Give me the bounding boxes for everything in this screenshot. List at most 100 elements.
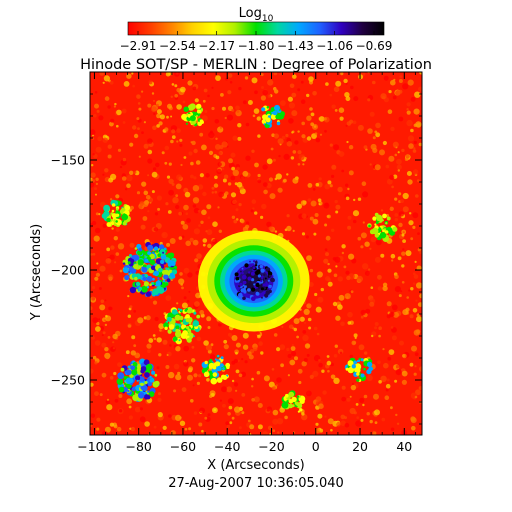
texture-dot [346,275,351,281]
plage-dot [127,389,130,393]
texture-dot [136,191,141,195]
texture-dot [192,86,197,91]
texture-dot [312,187,316,191]
texture-dot [411,425,416,431]
texture-dot [145,315,151,321]
texture-dot [266,408,270,412]
texture-dot [253,396,260,403]
plage-dot [204,360,208,365]
texture-dot [390,79,396,86]
texture-dot [401,281,405,284]
plage-dot [135,281,141,287]
texture-dot [209,354,216,360]
texture-dot [196,253,202,259]
texture-dot [96,262,99,265]
texture-dot [327,277,331,282]
sunspot-dot [240,288,245,293]
sunspot-dot [249,260,251,263]
texture-dot [360,245,364,249]
texture-dot [341,244,346,249]
texture-dot [359,397,365,403]
texture-dot [393,311,399,318]
texture-dot [247,351,252,356]
texture-dot [412,225,416,229]
plage-dot [215,366,220,371]
plage-dot [186,326,190,330]
sunspot-dot [247,288,251,292]
texture-dot [313,232,317,236]
texture-dot [322,390,327,395]
texture-dot [338,294,345,301]
texture-dot [187,272,193,278]
texture-dot [158,392,161,396]
texture-dot [375,122,381,129]
texture-dot [137,102,141,105]
sunspot-dot [237,280,240,283]
texture-dot [227,412,231,416]
plage-dot [146,275,153,282]
texture-dot [318,403,324,410]
plage-dot [160,259,165,264]
texture-dot [231,166,236,171]
texture-dot [233,382,239,387]
sunspot-dot [263,273,266,276]
sunspot-dot [264,293,269,298]
texture-dot [143,121,146,124]
texture-dot [251,385,254,388]
texture-dot [167,210,172,214]
polarization-map [90,72,422,435]
texture-dot [171,129,176,134]
texture-dot [122,121,126,124]
texture-dot [193,411,198,415]
texture-dot [414,395,418,399]
plage-dot [175,328,180,333]
texture-dot [291,344,294,347]
texture-dot [139,407,143,411]
texture-dot [154,212,159,216]
plage-dot [374,223,377,226]
texture-dot [402,83,409,90]
texture-dot [402,309,409,316]
texture-dot [419,293,422,299]
texture-dot [331,104,336,109]
plage-dot [189,115,196,122]
texture-dot [398,294,402,298]
texture-dot [402,206,409,213]
texture-dot [299,316,305,322]
plage-dot [144,258,149,263]
texture-dot [104,96,110,101]
texture-dot [326,215,330,218]
texture-dot [325,252,329,257]
texture-dot [109,306,113,311]
texture-dot [252,207,255,210]
texture-dot [297,150,302,155]
texture-dot [382,96,386,100]
texture-dot [327,369,330,373]
texture-dot [129,305,133,309]
texture-dot [308,282,314,287]
texture-dot [155,103,159,107]
texture-dot [344,293,351,300]
texture-dot [193,148,198,154]
texture-dot [98,318,101,321]
texture-dot [193,228,200,235]
texture-dot [291,350,297,357]
texture-dot [136,117,140,121]
texture-dot [277,187,283,193]
texture-dot [402,239,406,244]
texture-dot [181,235,185,239]
texture-dot [237,123,242,128]
texture-dot [302,137,309,143]
texture-dot [161,151,165,155]
plage-dot [281,401,289,409]
colorbar-tick-label: −1.06 [316,39,353,53]
texture-dot [116,124,119,128]
sunspot-dot [250,267,253,269]
texture-dot [412,149,417,153]
texture-dot [375,132,381,138]
texture-dot [92,252,96,256]
texture-dot [230,192,237,198]
texture-dot [350,85,354,90]
plage-dot [152,277,155,281]
texture-dot [215,155,220,160]
